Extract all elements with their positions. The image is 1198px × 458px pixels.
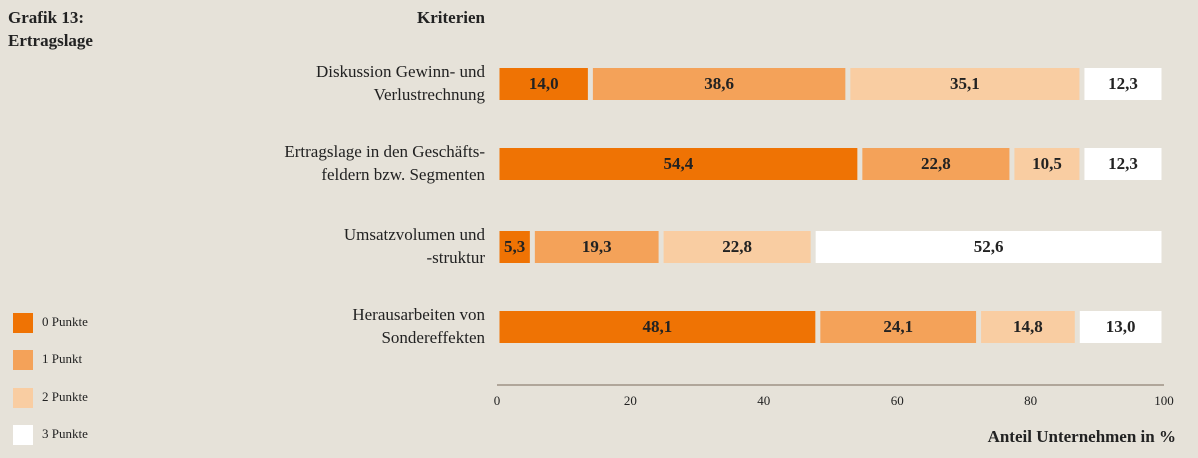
bar-segment — [815, 231, 1162, 263]
bar-segment — [850, 68, 1080, 100]
value-label: 48,1 — [643, 317, 673, 336]
value-label: 10,5 — [1032, 154, 1062, 173]
category-header: Kriterien — [417, 8, 485, 27]
x-tick-label: 0 — [494, 393, 501, 408]
value-label: 14,8 — [1013, 317, 1043, 336]
value-label: 12,3 — [1108, 154, 1138, 173]
legend-swatch — [13, 350, 33, 370]
value-label: 54,4 — [664, 154, 694, 173]
x-axis-label: Anteil Unternehmen in % — [988, 427, 1176, 446]
bar-segment — [499, 68, 588, 100]
value-label: 52,6 — [974, 237, 1004, 256]
value-label: 38,6 — [704, 74, 734, 93]
value-label: 19,3 — [582, 237, 612, 256]
bar-segment — [1084, 148, 1162, 180]
x-tick-label: 40 — [757, 393, 770, 408]
bar-segment — [499, 311, 816, 343]
value-label: 24,1 — [883, 317, 913, 336]
bar-segment — [862, 148, 1010, 180]
legend-label: 1 Punkt — [42, 351, 82, 366]
bar-segment — [663, 231, 811, 263]
bar-segment — [981, 311, 1075, 343]
x-tick-label: 100 — [1154, 393, 1174, 408]
bar-segment — [534, 231, 659, 263]
value-label: 5,3 — [504, 237, 525, 256]
bar-segment — [1084, 68, 1162, 100]
bar-segment — [820, 311, 977, 343]
bar-segment — [499, 231, 530, 263]
category-label: Umsatzvolumen und -struktur — [343, 225, 485, 267]
value-label: 22,8 — [722, 237, 752, 256]
bar-segment — [499, 148, 858, 180]
legend-label: 0 Punkte — [42, 314, 88, 329]
x-tick-label: 80 — [1024, 393, 1037, 408]
chart-title: Grafik 13: Ertragslage — [8, 8, 93, 50]
value-label: 22,8 — [921, 154, 951, 173]
x-tick-label: 20 — [624, 393, 637, 408]
x-tick-label: 60 — [891, 393, 904, 408]
category-label: Diskussion Gewinn- und Verlustrechnung — [315, 62, 485, 104]
legend-swatch — [13, 388, 33, 408]
value-label: 12,3 — [1108, 74, 1138, 93]
value-label: 14,0 — [529, 74, 559, 93]
bar-segment — [1014, 148, 1080, 180]
bar-segment — [1079, 311, 1162, 343]
category-label: Ertragslage in den Geschäfts- feldern bz… — [284, 142, 485, 184]
legend-swatch — [13, 313, 33, 333]
value-label: 13,0 — [1106, 317, 1136, 336]
legend-label: 2 Punkte — [42, 389, 88, 404]
value-label: 35,1 — [950, 74, 980, 93]
category-label: Herausarbeiten von Sondereffekten — [352, 305, 485, 347]
bar-segment — [592, 68, 846, 100]
legend-label: 3 Punkte — [42, 426, 88, 441]
legend-swatch — [13, 425, 33, 445]
